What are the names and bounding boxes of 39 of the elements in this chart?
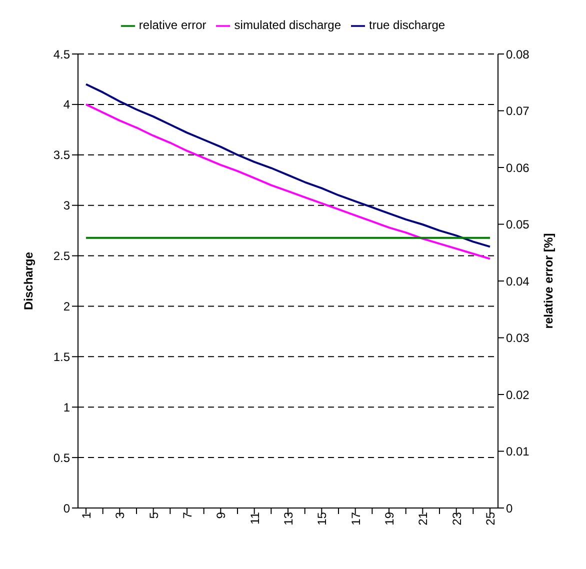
y-tick-label: 4 — [63, 98, 70, 112]
legend-label: simulated discharge — [234, 18, 342, 32]
x-tick-label: 23 — [450, 512, 464, 526]
y2-tick-label: 0.04 — [506, 274, 530, 288]
x-tick-label: 13 — [282, 512, 296, 526]
x-tick-label: 9 — [214, 512, 228, 519]
x-tick-label: 11 — [248, 512, 262, 524]
x-tick-label: 15 — [315, 512, 330, 526]
y2-tick-label: 0 — [506, 501, 513, 516]
y2-tick-label: 0.06 — [506, 160, 530, 175]
legend-label: true discharge — [369, 18, 446, 32]
line-series — [85, 103, 491, 260]
x-tick-label: 25 — [484, 512, 498, 526]
y-axis-title: Discharge — [21, 252, 36, 310]
x-tick-label: 7 — [180, 512, 195, 519]
y-tick-label: 1 — [63, 400, 70, 414]
y-tick-label: 2 — [63, 299, 70, 314]
y-tick-label: 4.5 — [53, 47, 70, 62]
line-series — [85, 83, 491, 248]
x-tick-label: 19 — [382, 512, 397, 526]
y2-axis-title: relative error [%] — [541, 233, 556, 329]
y2-tick-label: 0.02 — [506, 388, 530, 402]
y-tick-label: 0 — [63, 501, 70, 516]
y-tick-label: 2.5 — [53, 249, 70, 264]
x-tick-label: 5 — [146, 512, 161, 519]
x-tick-label: 21 — [416, 512, 430, 526]
y-tick-label: 3.5 — [53, 148, 70, 162]
y2-tick-label: 0.05 — [506, 218, 530, 232]
x-tick-label: 3 — [113, 512, 128, 519]
y-tick-label: 1.5 — [53, 350, 70, 364]
y-tick-label: 3 — [63, 198, 70, 213]
x-tick-label: 1 — [80, 512, 94, 519]
y2-tick-label: 0.07 — [506, 104, 530, 118]
legend-label: relative error — [138, 18, 206, 32]
y2-tick-label: 0.08 — [506, 47, 530, 62]
x-tick-label: 17 — [348, 512, 363, 526]
y-tick-label: 0.5 — [53, 450, 70, 465]
y2-tick-label: 0.01 — [506, 444, 530, 459]
y2-tick-label: 0.03 — [506, 331, 530, 346]
